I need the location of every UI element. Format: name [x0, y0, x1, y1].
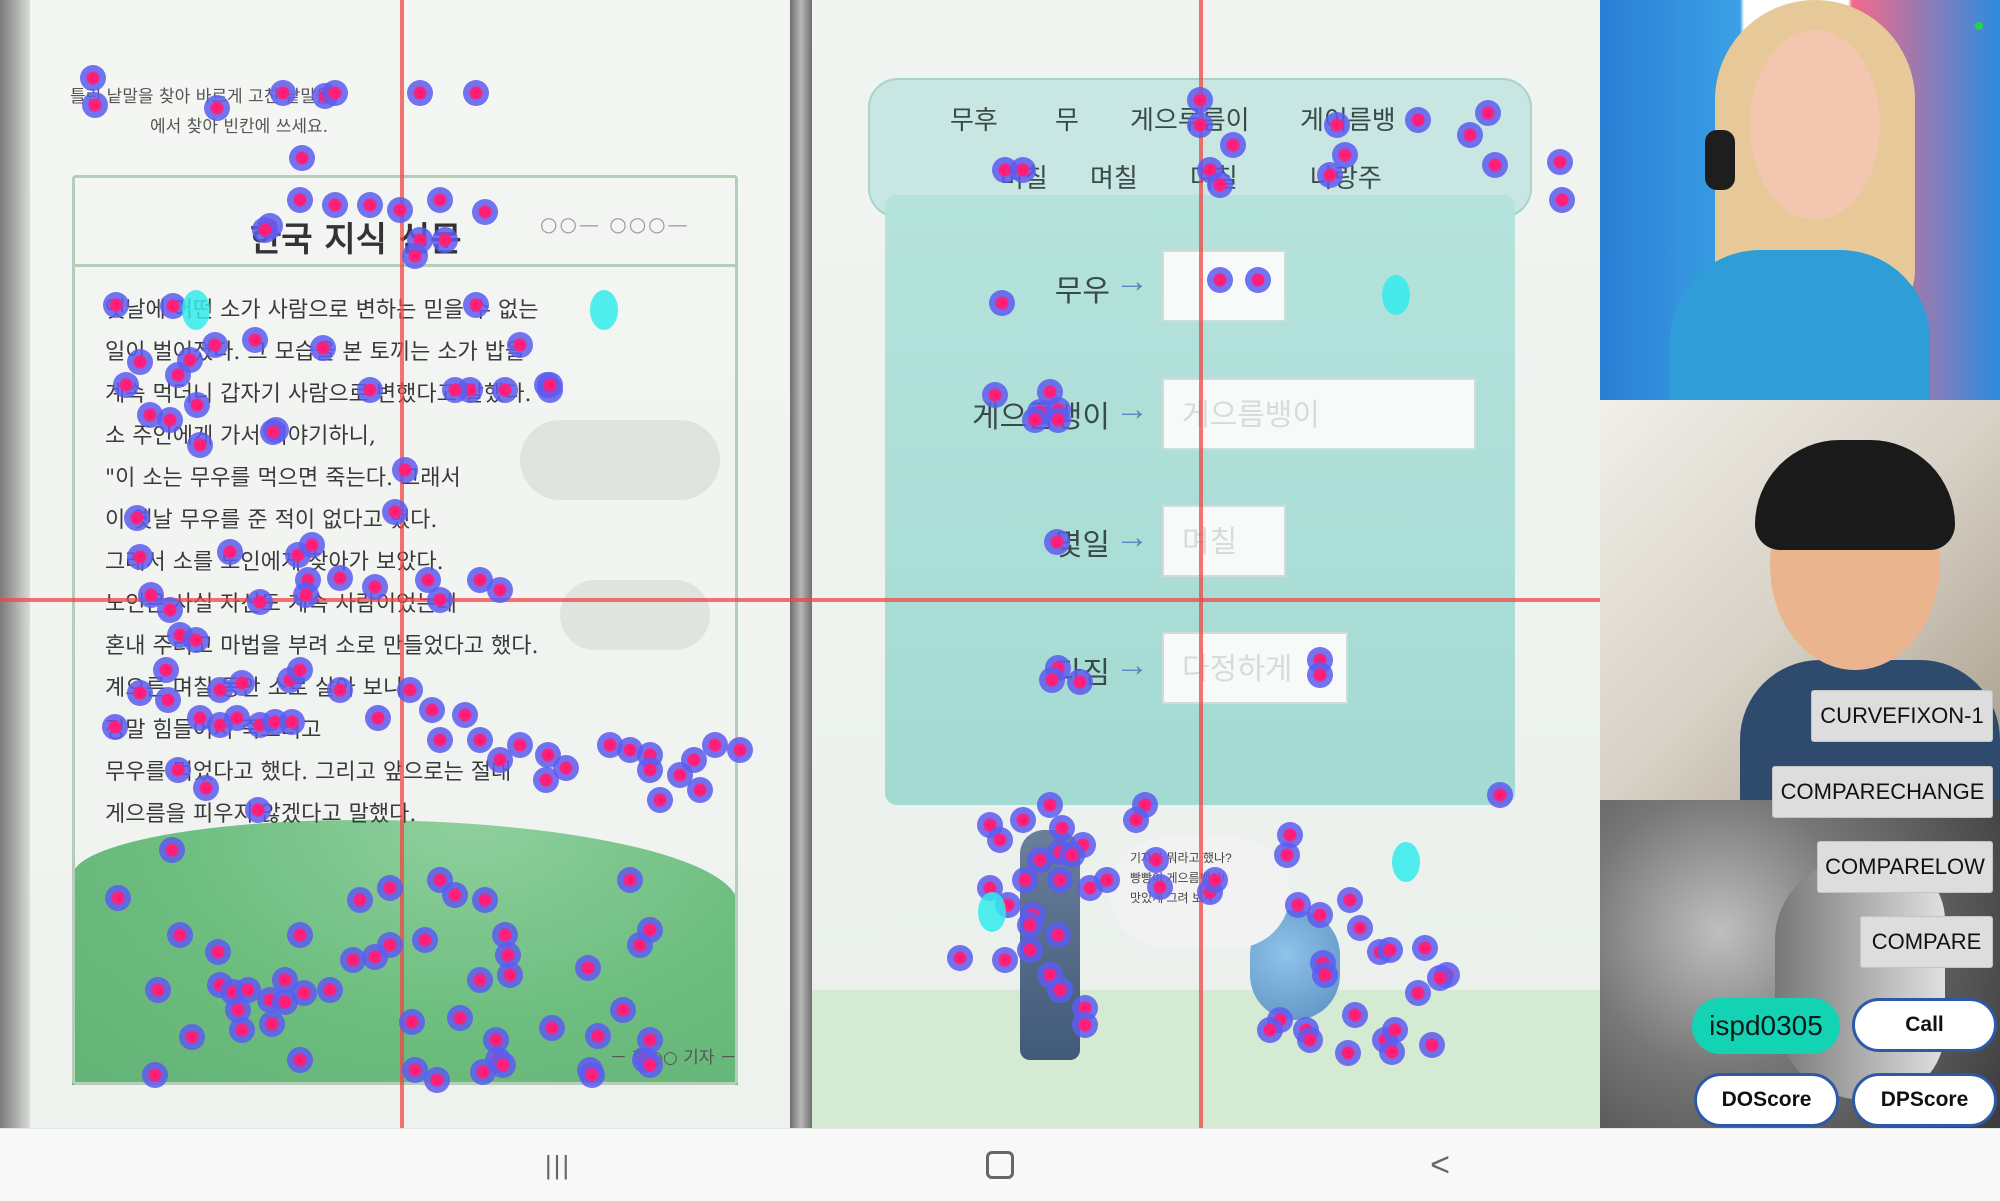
- home-button[interactable]: [970, 1141, 1030, 1189]
- reporter-signature: － 한○○ 기자 －: [610, 1048, 737, 1068]
- body-line: 계속 먹더니 갑자기 사람으로 변했다고 말했다.: [105, 382, 532, 407]
- arrow-icon: →: [1115, 518, 1149, 556]
- newspaper-title: 한국 지식 신문: [250, 220, 462, 260]
- home-icon: [986, 1151, 1014, 1179]
- body-line: 소 주인에게 가서 이야기하니,: [105, 424, 376, 449]
- answer-box[interactable]: 다정하게: [1162, 632, 1348, 704]
- banner-word: 게이름뱅: [1300, 106, 1396, 136]
- cloud-illustration: [560, 580, 710, 650]
- answer-hint: 며칠: [1182, 525, 1238, 560]
- ground-illustration: [812, 990, 1600, 1128]
- body-line: 일이 벌어졌다. 그 모습을 본 토끼는 소가 밥을: [105, 340, 526, 365]
- banner-word: 며칠: [1090, 164, 1138, 194]
- doscore-button[interactable]: DOScore: [1694, 1073, 1839, 1127]
- headset-icon: [1705, 130, 1735, 190]
- instruction-text-2: 에서 찾아 빈칸에 쓰세요.: [150, 117, 329, 137]
- teacher-face: [1750, 30, 1880, 220]
- body-line: 무우를 먹었다고 했다. 그리고 앞으로는 절대: [105, 760, 512, 785]
- banner-word: 게으루름이: [1130, 106, 1250, 136]
- exercise-label: 무우: [1054, 274, 1110, 309]
- user-id-badge: ispd0305: [1692, 998, 1840, 1054]
- crosshair-vertical: [1199, 0, 1203, 1128]
- arrow-icon: →: [1115, 390, 1149, 428]
- crosshair-vertical: [400, 0, 404, 1128]
- crosshair-horizontal: [0, 598, 1600, 602]
- answer-box[interactable]: 게으름뱅이: [1162, 378, 1476, 450]
- left-textbook-page: 틀린 낱말을 찾아 바르게 고친 낱말을 에서 찾아 빈칸에 쓰세요. 한국 지…: [0, 0, 790, 1128]
- teacher-video: [1600, 0, 2000, 400]
- student-hair: [1755, 440, 1955, 550]
- instruction-text: 틀린 낱말을 찾아 바르게 고친 낱말을: [70, 87, 332, 107]
- cloud-illustration: [520, 420, 720, 500]
- arrow-icon: →: [1115, 262, 1149, 300]
- curvefixon-button[interactable]: CURVEFIXON-1: [1811, 690, 1993, 742]
- boy-illustration: [1020, 830, 1080, 1060]
- banner-word: 무후: [950, 106, 998, 136]
- teacher-body: [1670, 250, 1930, 400]
- answer-box[interactable]: 며칠: [1162, 505, 1286, 577]
- banner-word: 나랑주: [1310, 164, 1382, 194]
- answer-hint: 게으름뱅이: [1182, 398, 1320, 433]
- body-line: 게으름을 피우지 않겠다고 말했다.: [105, 802, 417, 827]
- document-viewer: 틀린 낱말을 찾아 바르게 고친 낱말을 에서 찾아 빈칸에 쓰세요. 한국 지…: [0, 0, 1600, 1128]
- digital-head-art: [1775, 860, 1945, 1100]
- banner-word: 며칠: [1000, 164, 1048, 194]
- body-line: 계으른 며칠 동안 소로 살아 보니: [105, 676, 404, 701]
- recents-icon: |||: [544, 1149, 572, 1180]
- body-line: 정말 힘들어서 죽으려고: [105, 718, 322, 743]
- body-line: 노인은 사실 자신도 계속 사람이었는데: [105, 592, 457, 617]
- comparechange-button[interactable]: COMPARECHANGE: [1772, 766, 1993, 818]
- dpscore-button[interactable]: DPScore: [1852, 1073, 1997, 1127]
- exercise-label: 다짐: [1054, 656, 1110, 691]
- arrow-icon: →: [1115, 646, 1149, 684]
- android-nav-bar: ||| <: [0, 1128, 2000, 1201]
- newspaper-frame: [72, 175, 738, 1085]
- compare-button[interactable]: COMPARE: [1860, 916, 1993, 968]
- exercise-label: 게으름뱅이: [972, 400, 1110, 435]
- back-icon: <: [1430, 1145, 1450, 1184]
- body-line: 이 옛날 무우를 준 적이 없다고 했다.: [105, 508, 438, 533]
- body-line: 옛날에 어떤 소가 사람으로 변하는 믿을 수 없는: [105, 298, 539, 323]
- book-gutter: [790, 0, 812, 1128]
- body-line: "이 소는 무우를 먹으면 죽는다. 그래서: [105, 466, 461, 491]
- newspaper-date: ○○— ○○○—: [540, 212, 690, 236]
- recents-button[interactable]: |||: [528, 1141, 588, 1189]
- banner-word: 며칠: [1190, 164, 1238, 194]
- body-line: 그래서 소를 노인에게 찾아가 보았다.: [105, 550, 444, 575]
- answer-box[interactable]: [1162, 250, 1286, 322]
- banner-word: 무: [1055, 106, 1079, 136]
- comparelow-button[interactable]: COMPARELOW: [1817, 841, 1993, 893]
- exercise-label: 몇일: [1054, 528, 1110, 563]
- call-button[interactable]: Call: [1852, 998, 1997, 1052]
- back-button[interactable]: <: [1410, 1141, 1470, 1189]
- body-line: 혼내 주려고 마법을 부려 소로 만들었다고 했다.: [105, 634, 539, 659]
- status-dot: [1975, 22, 1983, 30]
